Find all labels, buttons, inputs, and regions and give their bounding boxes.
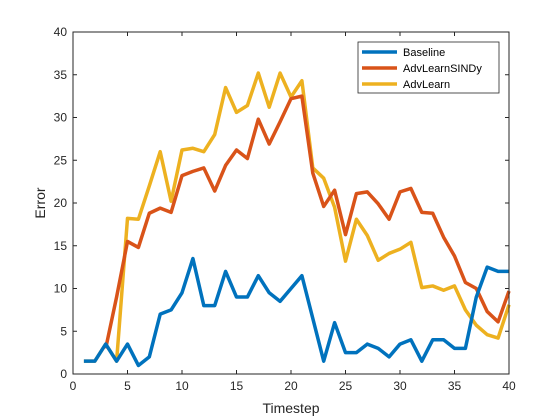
x-tick-label: 20 bbox=[284, 379, 298, 393]
x-axis-label: Timestep bbox=[262, 400, 319, 416]
legend-label-advlearn: AdvLearn bbox=[403, 79, 450, 91]
x-tick-label: 35 bbox=[448, 379, 462, 393]
y-tick-label: 10 bbox=[54, 282, 68, 296]
x-tick-label: 0 bbox=[70, 379, 77, 393]
series-layer bbox=[83, 71, 511, 368]
x-tick-label: 25 bbox=[339, 379, 353, 393]
x-tick-label: 10 bbox=[175, 379, 189, 393]
series-line-advlearn bbox=[83, 71, 511, 363]
x-tick-label: 40 bbox=[502, 379, 516, 393]
y-tick-label: 35 bbox=[54, 68, 68, 82]
y-tick-label: 5 bbox=[60, 324, 67, 338]
x-tick-label: 30 bbox=[393, 379, 407, 393]
series-line-baseline bbox=[83, 256, 509, 368]
y-tick-label: 30 bbox=[54, 111, 68, 125]
y-tick-label: 40 bbox=[54, 25, 68, 39]
legend-label-advlearnsindy: AdvLearnSINDy bbox=[403, 63, 482, 75]
legend: Baseline AdvLearnSINDy AdvLearn bbox=[357, 41, 500, 94]
y-tick-label: 15 bbox=[54, 239, 68, 253]
y-tick-label: 20 bbox=[54, 196, 68, 210]
x-tick-label: 15 bbox=[230, 379, 244, 393]
y-axis-label: Error bbox=[32, 187, 48, 218]
x-tick-label: 5 bbox=[124, 379, 131, 393]
series-line-advlearnsindy bbox=[103, 94, 511, 349]
legend-label-baseline: Baseline bbox=[403, 47, 445, 59]
y-tick-label: 25 bbox=[54, 153, 68, 167]
tick-layer: 0 5 10 15 20 25 30 35 40 0 5 10 15 20 25 30 35 40 bbox=[54, 25, 516, 393]
y-tick-label: 0 bbox=[60, 367, 67, 381]
